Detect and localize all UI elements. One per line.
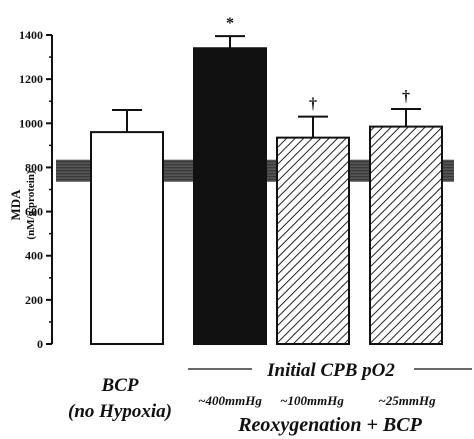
significance-marker: * (226, 15, 234, 32)
y-tick-label: 600 (25, 205, 43, 219)
y-tick-label: 800 (25, 160, 43, 174)
bar (276, 136, 350, 345)
significance-marker: † (402, 88, 410, 105)
y-axis-sublabel: (nM/g protein) (25, 170, 37, 239)
y-axis-label: MDA (8, 189, 23, 221)
y-tick-label: 1400 (19, 28, 43, 42)
bar (193, 47, 267, 345)
bcp-label-line1: BCP (101, 375, 139, 396)
bar (369, 125, 443, 345)
pressure-label-25: ~25mmHg (378, 393, 436, 408)
y-tick-label: 1000 (19, 116, 43, 130)
y-tick-label: 200 (25, 293, 43, 307)
significance-marker: † (309, 96, 317, 113)
group-label: Initial CPB pO2 (266, 360, 395, 381)
y-tick-label: 0 (37, 337, 43, 351)
y-tick-label: 400 (25, 249, 43, 263)
y-tick-label: 1200 (19, 72, 43, 86)
bcp-label-line2: (no Hypoxia) (68, 401, 172, 422)
pressure-label-100: ~100mmHg (280, 393, 344, 408)
pressure-label-400: ~400mmHg (198, 393, 262, 408)
bar (90, 131, 164, 345)
group-sublabel: Reoxygenation + BCP (237, 414, 422, 436)
